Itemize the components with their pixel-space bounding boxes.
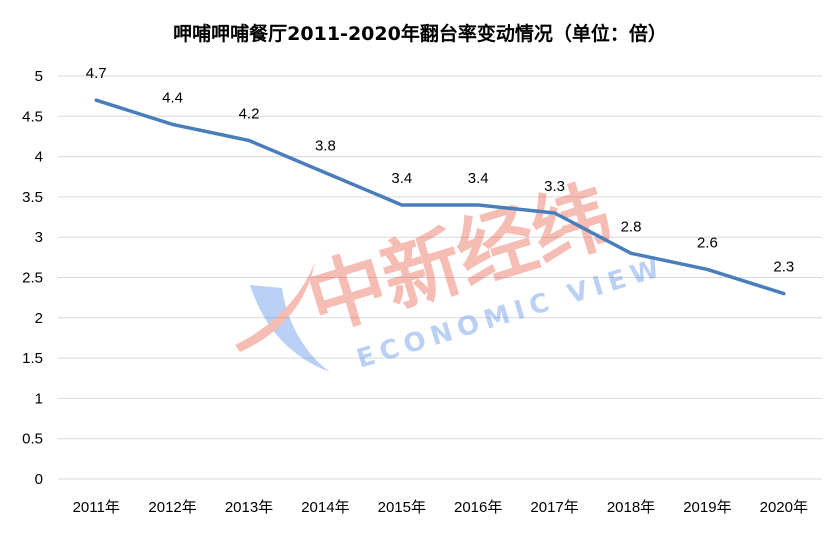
y-tick-label: 4.5 [22, 108, 43, 125]
y-tick-label: 3.5 [22, 189, 43, 206]
y-tick-label: 3 [35, 229, 43, 246]
y-tick-label: 5 [35, 68, 43, 85]
y-tick-label: 1 [35, 390, 43, 407]
data-label: 4.2 [239, 105, 260, 122]
data-labels: 4.7 4.4 4.2 3.8 3.4 3.4 3.3 2.8 2.6 2.3 [86, 65, 794, 275]
x-tick-label: 2012年 [148, 499, 196, 516]
watermark-swoosh [250, 285, 330, 372]
series-group [94, 98, 786, 296]
y-tick-label: 2.5 [22, 270, 43, 287]
x-axis-tick-labels: 2011年 2012年 2013年 2014年 2015年 2016年 2017年 2018年… [73, 499, 808, 516]
data-label: 3.4 [468, 170, 489, 187]
x-tick-label: 2014年 [301, 499, 349, 516]
data-label: 2.3 [773, 259, 794, 276]
y-tick-label: 4 [35, 149, 43, 166]
series-line [94, 98, 786, 296]
watermark-swoosh-red [235, 262, 315, 352]
data-label: 3.8 [315, 138, 336, 155]
x-tick-label: 2019年 [683, 499, 731, 516]
y-tick-label: 0.5 [22, 431, 43, 448]
x-tick-label: 2016年 [454, 499, 502, 516]
data-label: 2.8 [621, 218, 642, 235]
data-label: 2.6 [697, 234, 718, 251]
x-tick-label: 2018年 [607, 499, 655, 516]
x-tick-label: 2015年 [378, 499, 426, 516]
x-tick-label: 2017年 [530, 499, 578, 516]
y-tick-label: 1.5 [22, 350, 43, 367]
gridlines [58, 75, 822, 480]
x-tick-label: 2013年 [225, 499, 273, 516]
data-label: 4.7 [86, 65, 107, 82]
data-label: 3.4 [391, 170, 412, 187]
data-label: 3.3 [544, 178, 565, 195]
x-tick-label: 2011年 [73, 499, 120, 516]
chart-title: 呷哺呷哺餐厅2011-2020年翻台率变动情况（单位：倍） [173, 22, 667, 45]
watermark-logo: 中新经纬 ECONOMIC VIEW [235, 171, 669, 375]
x-tick-label: 2020年 [760, 499, 808, 516]
y-tick-label: 0 [35, 471, 43, 488]
y-tick-label: 2 [35, 310, 43, 327]
data-label: 4.4 [162, 89, 183, 106]
y-axis-tick-labels: 0 0.5 1 1.5 2 2.5 3 3.5 4 4.5 5 [22, 68, 43, 488]
